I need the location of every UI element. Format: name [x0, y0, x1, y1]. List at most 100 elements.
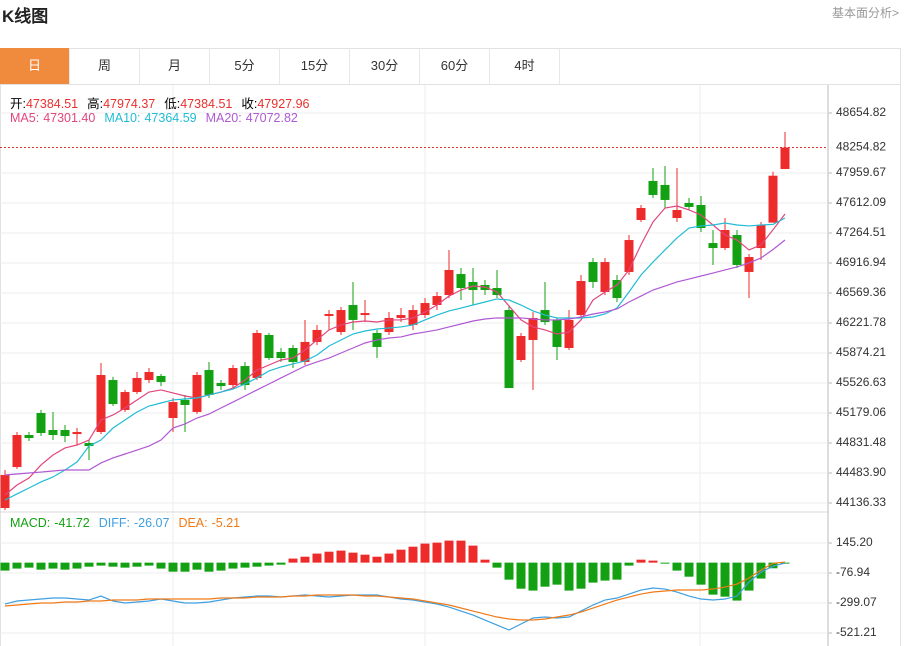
candle-body	[288, 348, 298, 362]
candle-body	[540, 310, 550, 323]
candle-body	[96, 375, 106, 432]
candle-body	[84, 443, 94, 447]
y-tick-label: -521.21	[836, 625, 877, 639]
macd-bar	[708, 562, 718, 595]
y-tick-label: 46569.36	[836, 285, 886, 299]
info-name: 收:	[241, 97, 258, 111]
macd-bar	[348, 552, 358, 563]
candle-body	[444, 269, 454, 296]
candle-body	[180, 399, 190, 405]
macd-bar	[516, 562, 526, 589]
candle-body	[132, 377, 142, 393]
candle-body	[228, 368, 238, 386]
macd-bar	[744, 562, 754, 591]
candle-body	[384, 317, 394, 333]
y-tick-label: 145.20	[836, 535, 873, 549]
period-tab[interactable]: 5分	[210, 48, 280, 84]
macd-bar	[684, 562, 694, 577]
candle-body	[516, 336, 526, 360]
macd-bar	[312, 553, 322, 563]
candle-body	[276, 351, 286, 359]
macd-bar	[660, 562, 670, 564]
candle-body	[48, 430, 58, 436]
candle-body	[528, 317, 538, 340]
candle-body	[636, 207, 646, 220]
ma-line	[4, 205, 786, 496]
legend-value: -5.21	[211, 516, 241, 530]
macd-bar	[768, 562, 778, 569]
candle-body	[216, 382, 226, 387]
y-tick-label: 47959.67	[836, 165, 886, 179]
candle-body	[252, 332, 262, 378]
info-value: 47974.37	[103, 97, 156, 111]
macd-bar	[228, 562, 238, 569]
macd-bar	[132, 562, 142, 567]
macd-bar	[732, 562, 742, 601]
period-tab[interactable]: 日	[0, 48, 70, 84]
candle-body	[720, 230, 730, 249]
last-price-box	[829, 138, 889, 157]
legend-value: -41.72	[54, 516, 90, 530]
page-title: K线图	[2, 7, 49, 26]
candle-body	[432, 296, 442, 306]
y-tick-label: 44136.33	[836, 495, 886, 509]
period-tab[interactable]: 周	[70, 48, 140, 84]
period-tab[interactable]: 4时	[490, 48, 560, 84]
macd-bar	[468, 545, 478, 563]
chart-frame	[0, 48, 901, 646]
macd-bar	[540, 562, 550, 587]
macd-bar	[204, 562, 214, 572]
legend-name: DIFF:	[98, 516, 130, 530]
candle-body	[312, 329, 322, 342]
y-tick-label: 44831.48	[836, 435, 886, 449]
macd-bar	[156, 562, 166, 569]
macd-bar	[108, 562, 118, 567]
candle-body	[24, 435, 34, 439]
candle-body	[240, 366, 250, 386]
y-tick-label: 47264.51	[836, 225, 886, 239]
candle-body	[36, 412, 46, 434]
fundamentals-link[interactable]: 基本面分析>	[831, 6, 899, 20]
candle-body	[60, 430, 70, 437]
candle-body	[672, 209, 682, 219]
macd-bar	[672, 562, 682, 571]
candle-body	[120, 392, 130, 410]
macd-bar	[396, 549, 406, 563]
macd-bar	[372, 556, 382, 563]
candle-body	[588, 262, 598, 282]
period-tab[interactable]: 30分	[350, 48, 420, 84]
period-tabs: 日周月 5分 15分 30分 60分 4时	[0, 48, 900, 85]
macd-bar	[60, 562, 70, 570]
macd-bar	[600, 562, 610, 581]
macd-bar	[420, 543, 430, 563]
macd-bar	[408, 546, 418, 563]
macd-bar	[324, 551, 334, 563]
macd-bar	[276, 562, 286, 565]
macd-bar	[552, 562, 562, 585]
period-tab[interactable]: 15分	[280, 48, 350, 84]
period-tab[interactable]: 月	[140, 48, 210, 84]
macd-legend: MACD: -41.72 DIFF: -26.07 DEA: -5.21	[10, 516, 249, 530]
candle-body	[12, 435, 22, 468]
y-tick-label: -299.07	[836, 595, 877, 609]
candle-body	[144, 371, 154, 381]
candle-body	[780, 147, 790, 169]
legend-name: MACD:	[10, 516, 51, 530]
candle-body	[648, 180, 658, 195]
candle-body	[204, 370, 214, 395]
macd-bar	[252, 562, 262, 567]
y-tick-label: 46221.78	[836, 315, 886, 329]
period-tab[interactable]: 60分	[420, 48, 490, 84]
macd-bar	[492, 562, 502, 568]
y-tick-label: -76.94	[836, 565, 870, 579]
last-price-label: 48254.82	[836, 140, 886, 154]
candle-body	[456, 274, 466, 289]
legend-name: MA5:	[10, 111, 40, 125]
candle-body	[156, 375, 166, 383]
candle-body	[420, 303, 430, 316]
macd-bar	[612, 562, 622, 580]
legend-value: 47364.59	[144, 111, 197, 125]
macd-bar	[84, 562, 94, 567]
